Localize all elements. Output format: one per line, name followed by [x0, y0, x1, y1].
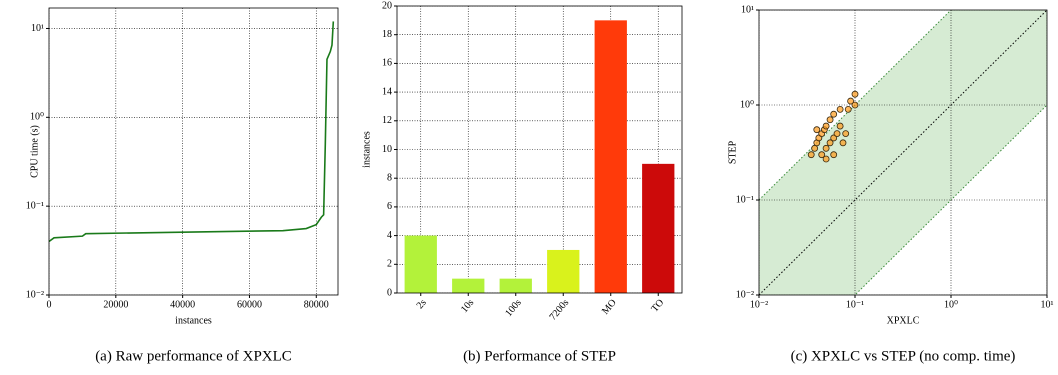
point — [851, 90, 859, 98]
x-tick-label: 20000 — [103, 299, 128, 310]
x-tick-label: 0 — [47, 299, 52, 310]
point — [833, 130, 841, 137]
y-tick-label: 14 — [382, 86, 392, 97]
point — [844, 105, 852, 113]
x-tick-label: 10⁻¹ — [846, 299, 864, 310]
point — [822, 122, 830, 130]
plot-area — [49, 8, 338, 295]
point — [842, 130, 850, 137]
x-tick-label: 100s — [503, 297, 524, 319]
point — [830, 110, 838, 118]
point — [851, 101, 859, 109]
caption: (b) Performance of STEP — [463, 348, 616, 364]
x-tick-label: 40000 — [170, 299, 195, 310]
axes-frame — [758, 9, 1048, 296]
y-tick-label: 16 — [382, 58, 392, 69]
y-tick-label: 10 — [382, 144, 392, 155]
y-tick-label: 2 — [387, 259, 392, 270]
x-tick-label: 80000 — [304, 299, 329, 310]
plot-area — [759, 10, 1047, 295]
band — [759, 10, 1047, 295]
point — [818, 151, 826, 159]
point — [839, 139, 847, 147]
x-tick-label: 10⁰ — [944, 299, 958, 310]
y-axis-label: instances — [361, 131, 372, 168]
y-tick-label: 0 — [387, 287, 392, 298]
plot-area — [397, 6, 682, 293]
line — [49, 21, 335, 243]
caption: (c) XPXLC vs STEP (no comp. time) — [791, 348, 1016, 364]
y-tick-label: 12 — [382, 115, 392, 126]
axes-frame — [48, 7, 339, 296]
point — [830, 151, 838, 159]
axes-frame — [396, 5, 683, 294]
y-tick-label: 20 — [382, 0, 392, 11]
bar — [642, 163, 675, 293]
chart: 0 2 4 6 8 10 12 14 16 18 20 2s 10s 100s 7200s MO TO insta… — [361, 0, 683, 364]
y-tick-label: 10¹ — [31, 23, 44, 34]
diagonal — [759, 10, 1047, 295]
bar — [452, 278, 485, 293]
y-axis-label: STEP — [727, 140, 738, 164]
y-tick-label: 4 — [387, 230, 392, 241]
x-tick-label: 2s — [415, 297, 429, 311]
point — [826, 116, 834, 124]
x-tick-label: 10¹ — [1041, 299, 1054, 310]
bar — [404, 235, 437, 293]
point — [836, 122, 844, 130]
point — [836, 105, 844, 113]
y-tick-label: 10⁻¹ — [26, 200, 44, 211]
y-tick-label: 10⁰ — [740, 99, 754, 110]
y-tick-label: 6 — [387, 201, 392, 212]
bar — [499, 278, 532, 293]
bar — [594, 20, 627, 293]
caption: (a) Raw performance of XPXLC — [95, 348, 292, 364]
point — [822, 155, 830, 163]
y-tick-label: 10⁻² — [26, 289, 44, 300]
y-tick-label: 18 — [382, 29, 392, 40]
point — [807, 151, 815, 159]
y-tick-label: 10⁰ — [30, 112, 44, 123]
y-tick-label: 8 — [387, 172, 392, 183]
x-tick-label: 10⁻² — [750, 299, 768, 310]
point — [826, 139, 834, 147]
x-tick-label: MO — [600, 297, 619, 316]
point — [847, 97, 855, 105]
x-tick-label: 7200s — [548, 297, 572, 322]
bar — [547, 249, 580, 293]
x-axis-label: XPXLC — [887, 315, 920, 326]
point — [811, 144, 819, 152]
y-tick-label: 10¹ — [741, 4, 754, 15]
point — [813, 126, 821, 134]
x-tick-label: 60000 — [237, 299, 262, 310]
y-axis-label: CPU time (s) — [29, 125, 40, 178]
chart: 10⁻² 10⁻¹ 10⁰ 10¹ 10⁻² 10⁻¹ 10⁰ 10¹ XPXLC STEP (c)… — [727, 4, 1054, 364]
x-axis-label: instances — [175, 315, 212, 326]
y-tick-label: 10⁻¹ — [736, 194, 754, 205]
x-tick-label: 10s — [459, 297, 476, 315]
chart: 10⁻² 10⁻¹ 10⁰ 10¹ 0 20000 40000 60000 80000 insta… — [26, 7, 339, 364]
point — [822, 144, 830, 152]
diagonal — [759, 10, 952, 201]
y-tick-label: 10⁻² — [736, 289, 754, 300]
x-tick-label: TO — [649, 297, 666, 314]
